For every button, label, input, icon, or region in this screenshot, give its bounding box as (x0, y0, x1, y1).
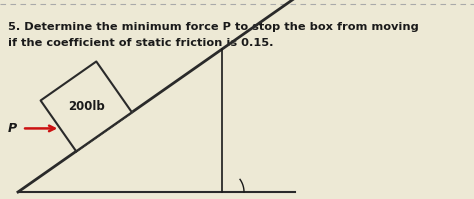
Text: P: P (8, 122, 17, 135)
Text: 200lb: 200lb (68, 100, 105, 113)
Text: 5. Determine the minimum force P to stop the box from moving: 5. Determine the minimum force P to stop… (8, 22, 419, 32)
Text: if the coefficient of static friction is 0.15.: if the coefficient of static friction is… (8, 38, 273, 48)
Polygon shape (41, 61, 132, 151)
